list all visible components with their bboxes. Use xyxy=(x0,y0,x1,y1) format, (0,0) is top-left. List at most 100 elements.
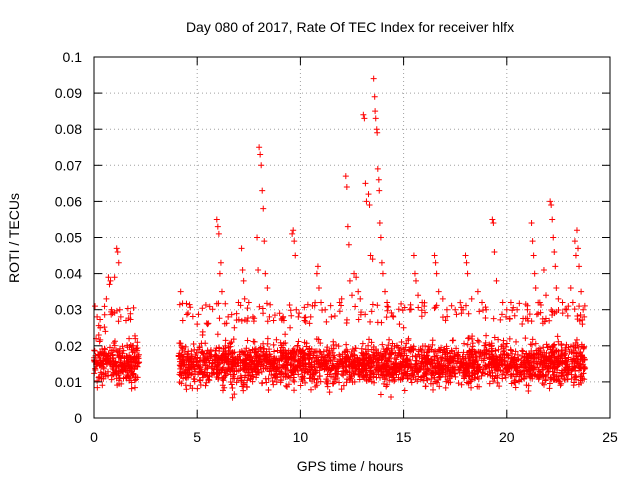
data-point xyxy=(311,349,318,356)
data-point xyxy=(265,387,272,394)
data-point xyxy=(395,306,402,313)
data-point xyxy=(178,344,185,351)
data-point xyxy=(360,111,367,118)
data-point xyxy=(344,348,351,355)
data-point xyxy=(512,379,519,386)
data-point xyxy=(287,349,294,356)
data-point xyxy=(348,358,355,365)
data-point xyxy=(476,383,483,390)
data-point xyxy=(576,303,583,310)
data-point xyxy=(385,303,392,310)
data-point xyxy=(495,365,502,372)
data-point xyxy=(119,368,126,375)
data-point xyxy=(551,248,558,255)
data-point xyxy=(383,314,390,321)
data-point xyxy=(443,306,450,313)
data-point xyxy=(365,348,372,355)
data-point xyxy=(288,369,295,376)
data-point xyxy=(522,315,529,322)
data-point xyxy=(369,301,376,308)
data-point xyxy=(410,252,417,259)
data-point xyxy=(343,364,350,371)
data-point xyxy=(210,369,217,376)
data-point xyxy=(307,367,314,374)
data-point xyxy=(130,370,137,377)
data-point xyxy=(519,320,526,327)
data-point xyxy=(318,299,325,306)
data-point xyxy=(380,352,387,359)
data-point xyxy=(238,317,245,324)
data-point xyxy=(514,367,521,374)
data-point xyxy=(569,360,576,367)
data-point xyxy=(416,353,423,360)
data-point xyxy=(433,270,440,277)
data-point xyxy=(271,312,278,319)
data-point xyxy=(579,317,586,324)
data-point xyxy=(469,372,476,379)
data-point xyxy=(313,382,320,389)
data-point xyxy=(452,306,459,313)
data-point xyxy=(249,313,256,320)
data-point xyxy=(499,371,506,378)
data-point xyxy=(255,266,262,273)
data-point xyxy=(311,375,318,382)
data-point xyxy=(372,108,379,115)
data-point xyxy=(336,299,343,306)
data-point xyxy=(434,379,441,386)
data-point xyxy=(448,302,455,309)
data-point xyxy=(344,223,351,230)
data-point xyxy=(345,241,352,248)
data-point xyxy=(306,320,313,327)
data-point xyxy=(92,366,99,373)
data-point xyxy=(376,187,383,194)
data-point xyxy=(503,369,510,376)
data-point xyxy=(482,304,489,311)
data-point xyxy=(529,341,536,348)
data-point xyxy=(117,353,124,360)
data-point xyxy=(199,374,206,381)
data-point xyxy=(578,365,585,372)
data-point xyxy=(550,234,557,241)
data-point xyxy=(446,373,453,380)
data-point xyxy=(247,376,254,383)
data-point xyxy=(195,311,202,318)
data-point xyxy=(112,362,119,369)
data-point xyxy=(401,387,408,394)
data-point xyxy=(452,373,459,380)
data-point xyxy=(428,358,435,365)
data-point xyxy=(355,316,362,323)
data-point xyxy=(510,304,517,311)
data-point xyxy=(561,376,568,383)
data-point xyxy=(225,344,232,351)
y-tick-label: 0.03 xyxy=(55,302,82,318)
data-point xyxy=(235,299,242,306)
data-point xyxy=(501,347,508,354)
data-point xyxy=(455,353,462,360)
data-point xyxy=(549,359,556,366)
data-point xyxy=(489,373,496,380)
data-point xyxy=(92,303,99,310)
data-point xyxy=(543,292,550,299)
data-point xyxy=(434,356,441,363)
data-point xyxy=(390,365,397,372)
data-point xyxy=(367,318,374,325)
data-point xyxy=(443,345,450,352)
data-point xyxy=(131,349,138,356)
data-point xyxy=(525,387,532,394)
data-point xyxy=(97,324,104,331)
data-point xyxy=(113,245,120,252)
data-point xyxy=(370,373,377,380)
data-point xyxy=(378,259,385,266)
data-point xyxy=(568,371,575,378)
data-point xyxy=(503,306,510,313)
data-point xyxy=(448,347,455,354)
data-point xyxy=(353,274,360,281)
data-point xyxy=(540,344,547,351)
data-point xyxy=(256,369,263,376)
data-point xyxy=(401,348,408,355)
data-point xyxy=(543,350,550,357)
data-point xyxy=(422,309,429,316)
data-point xyxy=(388,394,395,401)
data-point xyxy=(439,371,446,378)
data-point xyxy=(567,285,574,292)
